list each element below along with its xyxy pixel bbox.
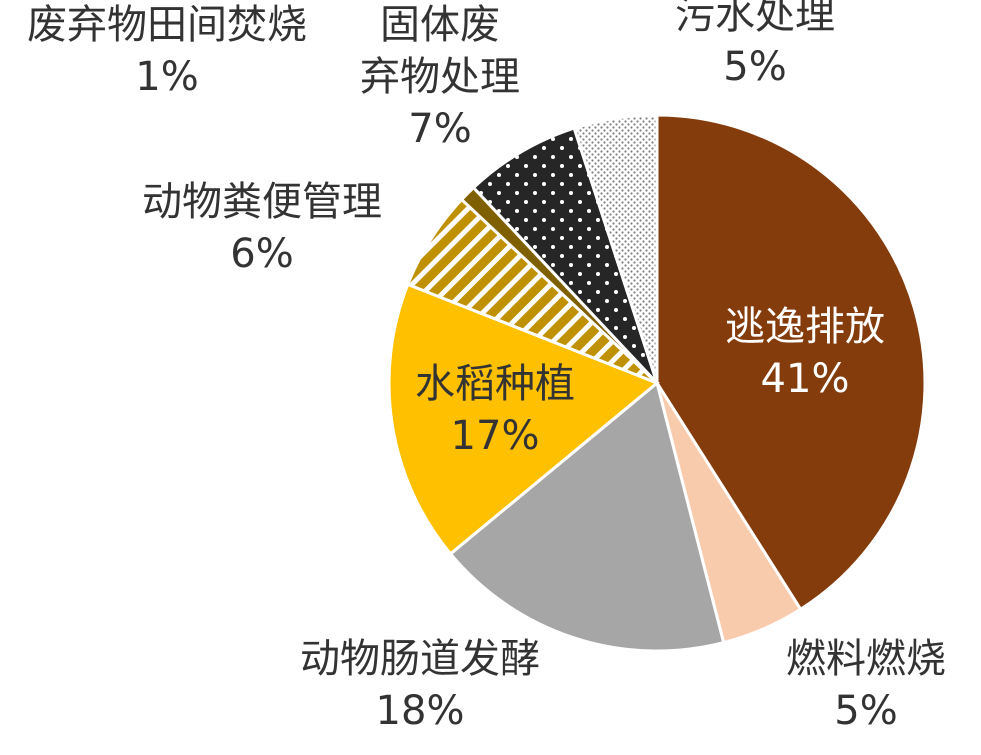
slice-label-manure-management: 动物粪便管理 6%: [142, 179, 382, 277]
slice-label-field-burning: 废弃物田间焚烧 1%: [27, 2, 307, 100]
slice-name-label: 污水处理: [675, 0, 835, 38]
slice-percent-label: 7%: [408, 106, 471, 152]
slice-name-label: 废弃物田间焚烧: [27, 2, 307, 48]
slice-percent-label: 6%: [230, 231, 293, 277]
slice-label-enteric-fermentation: 动物肠道发酵 18%: [300, 636, 540, 734]
slice-name-label: 动物肠道发酵: [300, 636, 540, 682]
pie-labels: 逃逸排放 41% 燃料燃烧 5% 动物肠道发酵 18% 水稻种植 17% 动物粪便管理 6% 废弃物…: [27, 0, 946, 734]
slice-name-label: 水稻种植: [415, 361, 575, 407]
slice-name-label: 动物粪便管理: [142, 179, 382, 225]
slice-percent-label: 41%: [761, 356, 850, 402]
slice-label-fugitive-emissions: 逃逸排放 41%: [725, 304, 885, 402]
slice-name-label: 固体废: [380, 2, 500, 48]
slice-name-label: 弃物处理: [360, 54, 520, 100]
slice-label-solid-waste: 固体废弃物处理 7%: [360, 2, 520, 152]
slice-percent-label: 18%: [376, 688, 465, 734]
pie-slice-solid-waste: [471, 126, 659, 385]
slice-percent-label: 1%: [135, 54, 198, 100]
pie-slice-wastewater: [572, 113, 659, 384]
pie-slices: [387, 113, 927, 653]
pie-slice-rice-cultivation: [387, 282, 660, 556]
slice-percent-label: 5%: [834, 688, 897, 734]
slice-percent-label: 17%: [451, 413, 540, 459]
pie-slice-fugitive-emissions: [655, 113, 927, 612]
slice-name-label: 燃料燃烧: [786, 636, 946, 682]
slice-percent-label: 5%: [723, 44, 786, 90]
slice-label-rice-cultivation: 水稻种植 17%: [415, 361, 575, 459]
slice-label-fuel-combustion: 燃料燃烧 5%: [786, 636, 946, 734]
slice-name-label: 逃逸排放: [725, 304, 885, 350]
pie-slice-enteric-fermentation: [448, 380, 726, 653]
slice-label-wastewater: 污水处理 5%: [675, 0, 835, 90]
